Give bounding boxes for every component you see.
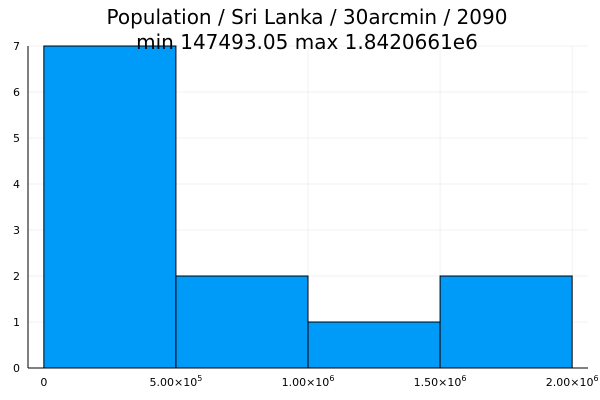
histogram-bar-3 bbox=[439, 275, 573, 369]
x-tick-label-4: 2.00×106 bbox=[546, 374, 599, 389]
histogram-bar-0 bbox=[43, 45, 177, 369]
y-tick-label-6: 6 bbox=[13, 86, 20, 99]
chart-subtitle: min 147493.05 max 1.8420661e6 bbox=[136, 30, 478, 54]
chart-title: Population / Sri Lanka / 30arcmin / 2090 bbox=[107, 5, 508, 29]
x-tick-labels: 0 5.00×105 1.00×106 1.50×106 2.00×106 bbox=[40, 374, 598, 389]
y-tick-label-4: 4 bbox=[13, 178, 20, 191]
histogram-bar-1 bbox=[175, 275, 309, 369]
x-tick-label-1: 5.00×105 bbox=[150, 374, 203, 389]
x-tick-label-2: 1.00×106 bbox=[282, 374, 335, 389]
y-tick-label-0: 0 bbox=[13, 362, 20, 375]
y-tick-label-7: 7 bbox=[13, 40, 20, 53]
x-tick-label-0: 0 bbox=[40, 376, 47, 389]
y-tick-label-5: 5 bbox=[13, 132, 20, 145]
histogram-bar-2 bbox=[307, 321, 441, 369]
y-tick-label-3: 3 bbox=[13, 224, 20, 237]
x-tick-label-3: 1.50×106 bbox=[414, 374, 467, 389]
y-tick-label-1: 1 bbox=[13, 316, 20, 329]
y-tick-label-2: 2 bbox=[13, 270, 20, 283]
y-tick-labels: 0 1 2 3 4 5 6 7 bbox=[13, 40, 20, 375]
histogram-bars bbox=[43, 45, 573, 369]
